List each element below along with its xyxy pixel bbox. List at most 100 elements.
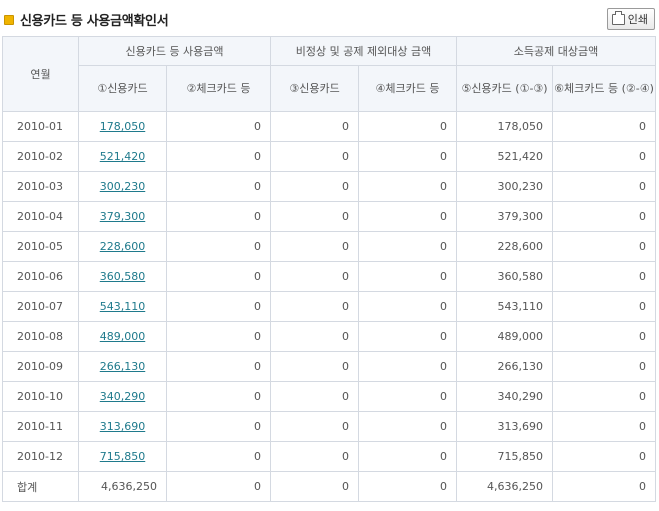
deductible-credit-amount-cell: 313,690 (456, 411, 554, 442)
subheader-deductible-check: ⑥체크카드 등 (②-④) (552, 65, 657, 112)
month-cell: 2010-12 (2, 441, 79, 472)
table-row: 2010-02 521,420 0 0 0 521,420 0 (2, 141, 657, 172)
credit-card-amount-cell: 715,850 (78, 441, 167, 472)
page-title: 신용카드 등 사용금액확인서 (20, 14, 169, 29)
print-button[interactable]: 인쇄 (606, 8, 655, 30)
excluded-check-amount-cell: 0 (358, 411, 458, 442)
excluded-check-amount-cell: 0 (358, 351, 458, 382)
credit-card-amount-link[interactable]: 228,600 (99, 240, 146, 253)
print-button-label: 인쇄 (627, 13, 648, 26)
credit-card-amount-link[interactable]: 340,290 (99, 390, 146, 403)
month-cell: 2010-07 (2, 291, 79, 322)
month-cell: 2010-03 (2, 171, 79, 202)
excluded-check-amount-cell: 0 (358, 291, 458, 322)
credit-card-amount-link[interactable]: 543,110 (99, 300, 146, 313)
credit-card-amount-link[interactable]: 178,050 (99, 120, 146, 133)
credit-card-amount-link[interactable]: 360,580 (99, 270, 146, 283)
excluded-credit-amount-cell: 0 (270, 291, 360, 322)
subheader-excluded-check: ④체크카드 등 (358, 65, 458, 112)
check-card-amount-cell: 0 (165, 141, 272, 172)
credit-card-amount-cell: 340,290 (78, 381, 167, 412)
check-card-amount-cell: 0 (165, 201, 272, 232)
credit-card-amount-cell: 178,050 (78, 111, 167, 142)
group-header-usage: 신용카드 등 사용금액 (77, 36, 272, 66)
check-card-amount-cell: 0 (165, 441, 272, 472)
deductible-credit-amount-cell: 178,050 (456, 111, 554, 142)
credit-card-amount-link[interactable]: 489,000 (99, 330, 146, 343)
printer-icon (611, 10, 625, 25)
credit-card-amount-link[interactable]: 266,130 (99, 360, 146, 373)
excluded-credit-amount-cell: 0 (270, 321, 360, 352)
excluded-credit-amount-cell: 0 (270, 351, 360, 382)
month-cell: 2010-02 (2, 141, 79, 172)
check-card-amount-cell: 0 (165, 351, 272, 382)
month-cell: 2010-05 (2, 231, 79, 262)
credit-card-amount-link[interactable]: 379,300 (99, 210, 146, 223)
excluded-credit-amount-cell: 0 (270, 411, 360, 442)
table-row: 2010-03 300,230 0 0 0 300,230 0 (2, 171, 657, 202)
deductible-credit-amount-cell: 360,580 (456, 261, 554, 292)
excluded-credit-amount-cell: 0 (270, 141, 360, 172)
total-row: 합계 4,636,250 0 0 0 4,636,250 0 (2, 471, 657, 502)
title-wrap: 신용카드 등 사용금액확인서 (4, 10, 169, 29)
excluded-check-amount-cell: 0 (358, 381, 458, 412)
credit-card-amount-cell: 521,420 (78, 141, 167, 172)
table-row: 2010-09 266,130 0 0 0 266,130 0 (2, 351, 657, 382)
total-excluded-check-amount-cell: 0 (358, 471, 458, 502)
credit-card-amount-link[interactable]: 300,230 (99, 180, 146, 193)
subheader-excluded-credit: ③신용카드 (270, 65, 360, 112)
credit-card-amount-cell: 228,600 (78, 231, 167, 262)
deductible-check-amount-cell: 0 (552, 411, 657, 442)
deductible-check-amount-cell: 0 (552, 321, 657, 352)
page-header: 신용카드 등 사용금액확인서 인쇄 (0, 0, 659, 36)
deductible-credit-amount-cell: 521,420 (456, 141, 554, 172)
check-card-amount-cell: 0 (165, 261, 272, 292)
excluded-credit-amount-cell: 0 (270, 441, 360, 472)
credit-card-amount-cell: 266,130 (78, 351, 167, 382)
check-card-amount-cell: 0 (165, 411, 272, 442)
check-card-amount-cell: 0 (165, 231, 272, 262)
deductible-check-amount-cell: 0 (552, 351, 657, 382)
table-row: 2010-08 489,000 0 0 0 489,000 0 (2, 321, 657, 352)
excluded-credit-amount-cell: 0 (270, 381, 360, 412)
deductible-credit-amount-cell: 266,130 (456, 351, 554, 382)
group-header-excluded: 비정상 및 공제 제외대상 금액 (270, 36, 458, 66)
credit-card-amount-cell: 489,000 (78, 321, 167, 352)
month-cell: 2010-01 (2, 111, 79, 142)
table-row: 2010-06 360,580 0 0 0 360,580 0 (2, 261, 657, 292)
deductible-credit-amount-cell: 715,850 (456, 441, 554, 472)
title-bullet-icon (4, 14, 14, 25)
deductible-check-amount-cell: 0 (552, 201, 657, 232)
excluded-credit-amount-cell: 0 (270, 201, 360, 232)
credit-card-amount-cell: 360,580 (78, 261, 167, 292)
credit-card-amount-link[interactable]: 521,420 (99, 150, 146, 163)
excluded-check-amount-cell: 0 (358, 171, 458, 202)
credit-card-amount-link[interactable]: 715,850 (99, 450, 146, 463)
deductible-check-amount-cell: 0 (552, 261, 657, 292)
excluded-credit-amount-cell: 0 (270, 231, 360, 262)
month-cell: 2010-04 (2, 201, 79, 232)
table-row: 2010-05 228,600 0 0 0 228,600 0 (2, 231, 657, 262)
table-row: 2010-04 379,300 0 0 0 379,300 0 (2, 201, 657, 232)
group-header-deductible: 소득공제 대상금액 (456, 36, 657, 66)
credit-card-amount-cell: 300,230 (78, 171, 167, 202)
deductible-credit-amount-cell: 340,290 (456, 381, 554, 412)
month-cell: 2010-08 (2, 321, 79, 352)
total-excluded-credit-amount-cell: 0 (270, 471, 360, 502)
credit-card-amount-cell: 543,110 (78, 291, 167, 322)
excluded-check-amount-cell: 0 (358, 261, 458, 292)
excluded-credit-amount-cell: 0 (270, 171, 360, 202)
excluded-credit-amount-cell: 0 (270, 261, 360, 292)
excluded-check-amount-cell: 0 (358, 201, 458, 232)
month-cell: 2010-06 (2, 261, 79, 292)
deductible-check-amount-cell: 0 (552, 231, 657, 262)
credit-card-amount-link[interactable]: 313,690 (99, 420, 146, 433)
check-card-amount-cell: 0 (165, 291, 272, 322)
excluded-credit-amount-cell: 0 (270, 111, 360, 142)
excluded-check-amount-cell: 0 (358, 141, 458, 172)
table-row: 2010-01 178,050 0 0 0 178,050 0 (2, 111, 657, 142)
excluded-check-amount-cell: 0 (358, 441, 458, 472)
deductible-credit-amount-cell: 489,000 (456, 321, 554, 352)
table-row: 2010-11 313,690 0 0 0 313,690 0 (2, 411, 657, 442)
month-header: 연월 (2, 36, 79, 112)
